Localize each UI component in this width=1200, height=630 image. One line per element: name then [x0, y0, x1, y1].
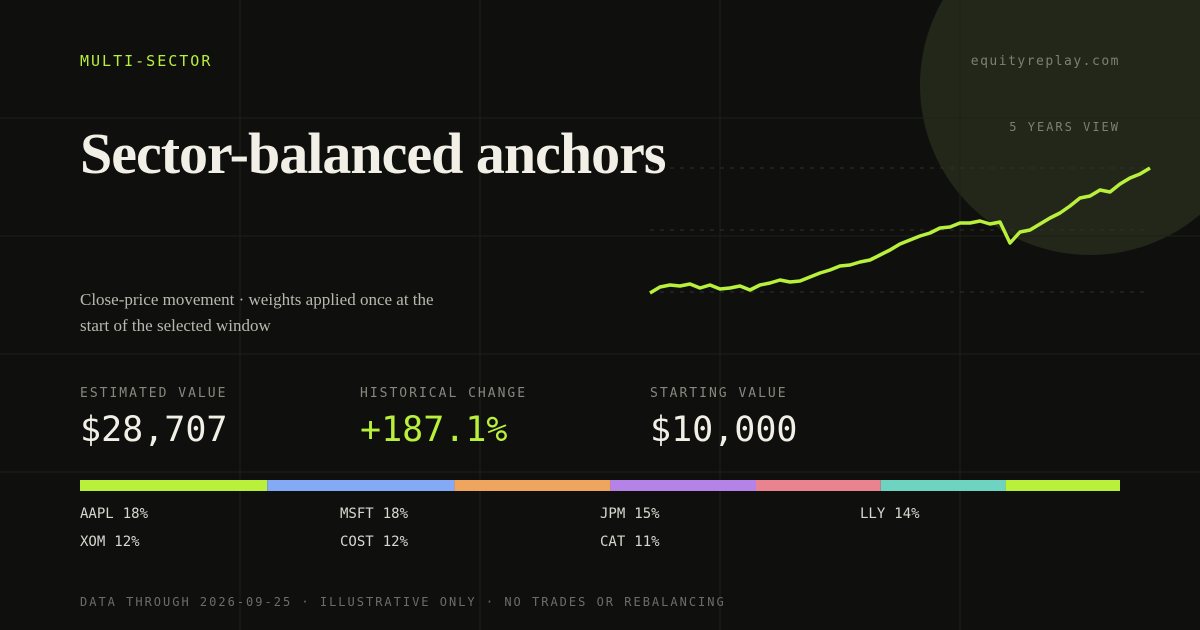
weight-label: 12%: [382, 534, 409, 550]
ticker: AAPL: [80, 506, 114, 522]
ticker: LLY: [860, 506, 886, 522]
eyebrow: MULTI-SECTOR: [80, 52, 213, 70]
allocation-segment: [610, 480, 756, 491]
ticker: COST: [340, 534, 374, 550]
sparkline: [649, 166, 1151, 295]
weight-label: 11%: [634, 534, 660, 550]
weight-label: 15%: [634, 506, 660, 522]
legend-item: AAPL 18%: [80, 506, 148, 522]
footer: DATA THROUGH 2026-09-25 · ILLUSTRATIVE O…: [80, 595, 726, 609]
glow-circle: [920, 0, 1200, 255]
allocation-segment: [1005, 480, 1120, 491]
spark-guides: [650, 167, 1150, 293]
subtitle: Close-price movement · weights applied o…: [80, 290, 434, 335]
stat-value: +187.1%: [360, 410, 508, 450]
stat-value: $10,000: [650, 410, 798, 450]
legend-item: COST 12%: [340, 534, 408, 550]
allocation-segment: [756, 480, 881, 491]
allocation-segment: [80, 480, 268, 491]
allocation-segment: [880, 480, 1006, 491]
stat-label: ESTIMATED VALUE: [80, 386, 228, 401]
legend-item: JPM 15%: [600, 506, 660, 522]
legend-item: XOM 12%: [80, 534, 140, 550]
ticker: CAT: [600, 534, 626, 550]
weight-label: 12%: [114, 534, 140, 550]
stat-label: STARTING VALUE: [650, 386, 788, 401]
site: equityreplay.com: [970, 54, 1120, 69]
sparkline-path: [649, 166, 1151, 295]
stat-value: $28,707: [80, 410, 228, 450]
legend-item: MSFT 18%: [340, 506, 408, 522]
allocation-bar: [80, 480, 1120, 491]
legend-item: LLY 14%: [860, 506, 920, 522]
view-label: 5 YEARS VIEW: [1009, 120, 1120, 134]
allocation-segment: [454, 480, 611, 491]
ticker: JPM: [600, 506, 626, 522]
weight-label: 14%: [894, 506, 920, 522]
title: Sector-balanced anchors: [80, 121, 666, 186]
weight-label: 18%: [122, 506, 149, 522]
legend-item: CAT 11%: [600, 534, 660, 550]
stat-label: HISTORICAL CHANGE: [360, 386, 528, 401]
ticker: XOM: [80, 534, 106, 550]
weight-label: 18%: [382, 506, 409, 522]
allocation-segment: [267, 480, 455, 491]
ticker: MSFT: [340, 506, 374, 522]
